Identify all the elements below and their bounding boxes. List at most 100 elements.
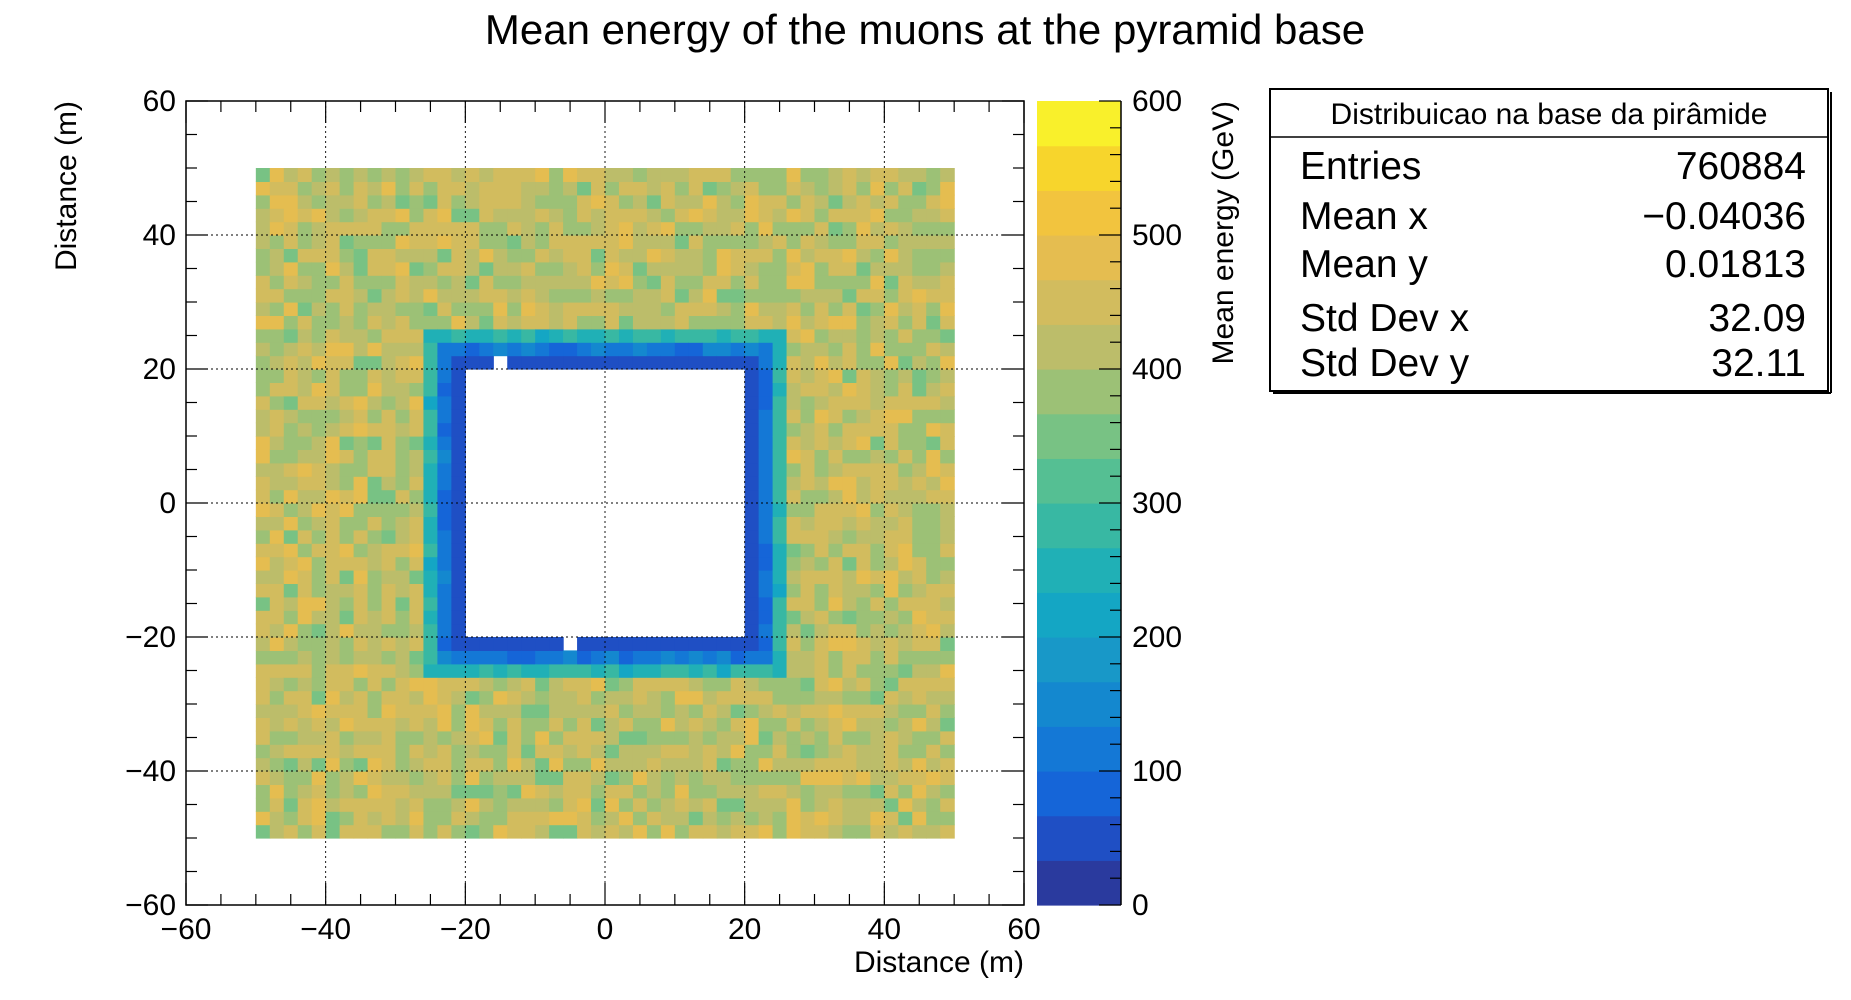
heatmap-cell xyxy=(758,650,774,665)
heatmap-cell xyxy=(353,650,369,665)
heatmap-cell xyxy=(451,436,466,450)
heatmap-cell xyxy=(437,315,452,330)
heatmap-cell xyxy=(814,744,830,759)
heatmap-cell xyxy=(618,221,634,236)
heatmap-cell xyxy=(395,422,411,437)
heatmap-cell xyxy=(926,436,941,450)
heatmap-cell xyxy=(423,436,438,450)
heatmap-cell xyxy=(842,395,857,410)
heatmap-cell xyxy=(660,704,676,718)
heatmap-cell xyxy=(451,275,466,290)
heatmap-cell xyxy=(926,623,941,638)
heatmap-cell xyxy=(772,489,788,504)
heatmap-cell xyxy=(367,395,383,410)
heatmap-cell xyxy=(423,235,438,249)
heatmap-cell xyxy=(730,824,746,839)
heatmap-cell xyxy=(451,422,466,437)
heatmap-cell xyxy=(940,449,955,464)
heatmap-cell xyxy=(772,570,788,584)
heatmap-cell xyxy=(618,637,634,651)
heatmap-cell xyxy=(255,596,271,611)
heatmap-cell xyxy=(577,328,592,343)
heatmap-cell xyxy=(870,730,885,745)
heatmap-cell xyxy=(395,583,411,598)
heatmap-cell xyxy=(353,449,369,464)
heatmap-cell xyxy=(605,248,620,263)
heatmap-cell xyxy=(842,610,857,625)
heatmap-cell xyxy=(814,476,830,491)
heatmap-cell xyxy=(856,583,871,598)
heatmap-cell xyxy=(618,730,634,745)
heatmap-cell xyxy=(605,824,620,839)
heatmap-cell xyxy=(870,315,885,330)
heatmap-cell xyxy=(591,288,606,303)
heatmap-cell xyxy=(856,757,871,772)
heatmap-cell xyxy=(297,824,313,839)
heatmap-cell xyxy=(339,757,355,772)
heatmap-cell xyxy=(423,704,438,718)
heatmap-cell xyxy=(325,797,341,812)
heatmap-cell xyxy=(688,663,704,678)
heatmap-cell xyxy=(800,275,816,290)
heatmap-cell xyxy=(605,771,620,785)
heatmap-cell xyxy=(870,275,885,290)
heatmap-cell xyxy=(255,570,271,584)
heatmap-cell xyxy=(688,261,704,276)
heatmap-cell xyxy=(926,355,941,370)
heatmap-cell xyxy=(479,288,494,303)
heatmap-cell xyxy=(521,302,536,316)
heatmap-cell xyxy=(674,771,690,785)
heatmap-cell xyxy=(451,168,466,182)
heatmap-cell xyxy=(521,168,536,182)
heatmap-cell xyxy=(828,596,844,611)
heatmap-cell xyxy=(632,235,648,249)
heatmap-cell xyxy=(353,462,369,477)
heatmap-cell xyxy=(255,235,271,249)
heatmap-cell xyxy=(367,730,383,745)
heatmap-cell xyxy=(605,704,620,718)
heatmap-cell xyxy=(842,355,857,370)
heatmap-cell xyxy=(339,663,355,678)
heatmap-cell xyxy=(758,556,774,571)
stats-label: Entries xyxy=(1300,145,1421,188)
heatmap-cell xyxy=(674,315,690,330)
heatmap-cell xyxy=(423,824,438,839)
heatmap-cell xyxy=(423,355,438,370)
heatmap-cell xyxy=(800,422,816,437)
heatmap-cell xyxy=(479,704,494,718)
stats-box-title: Distribuicao na base da pirâmide xyxy=(1331,98,1768,131)
heatmap-cell xyxy=(842,342,857,357)
heatmap-cell xyxy=(912,382,927,397)
heatmap-cell xyxy=(591,650,606,665)
heatmap-cell xyxy=(632,328,648,343)
heatmap-cell xyxy=(646,168,662,182)
heatmap-cell xyxy=(339,730,355,745)
palette-band xyxy=(1037,458,1121,504)
heatmap-cell xyxy=(828,529,844,544)
heatmap-cell xyxy=(549,342,564,357)
heatmap-cell xyxy=(898,328,913,343)
heatmap-cell xyxy=(535,744,550,759)
heatmap-cell xyxy=(758,637,774,651)
heatmap-cell xyxy=(493,797,508,812)
heatmap-cell xyxy=(353,261,369,276)
heatmap-cell xyxy=(674,235,690,249)
heatmap-cell xyxy=(842,623,857,638)
heatmap-cell xyxy=(884,583,899,598)
heatmap-cell xyxy=(828,503,844,517)
heatmap-cell xyxy=(395,677,411,692)
heatmap-cell xyxy=(898,382,913,397)
heatmap-cell xyxy=(828,462,844,477)
heatmap-cell xyxy=(381,543,397,558)
heatmap-cell xyxy=(269,596,285,611)
heatmap-cell xyxy=(940,422,955,437)
heatmap-cell xyxy=(395,529,411,544)
heatmap-cell xyxy=(269,275,285,290)
heatmap-cell xyxy=(898,409,913,424)
heatmap-cell xyxy=(325,328,341,343)
heatmap-cell xyxy=(632,811,648,826)
heatmap-cell xyxy=(828,476,844,491)
stats-box: Distribuicao na base da pirâmide Entries… xyxy=(1269,88,1832,394)
heatmap-cell xyxy=(730,181,746,196)
heatmap-cell xyxy=(521,315,536,330)
